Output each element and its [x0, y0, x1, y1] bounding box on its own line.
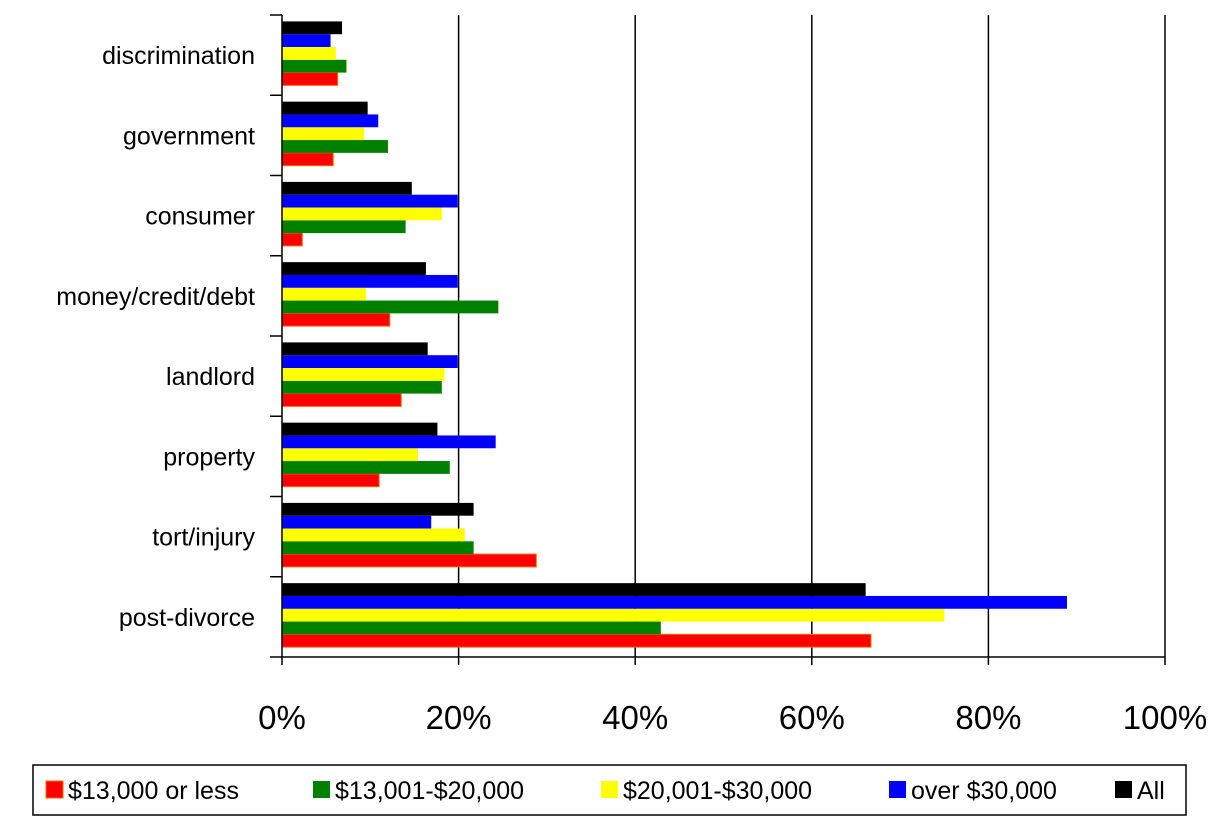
bar [281, 312, 391, 327]
bar [281, 633, 872, 648]
bar [282, 608, 945, 622]
category-label: landlord [166, 363, 255, 391]
bar [282, 515, 432, 529]
legend-swatch [1115, 781, 1132, 798]
bar [282, 595, 1067, 609]
bar [282, 47, 336, 60]
legend-label: $20,001-$30,000 [623, 777, 812, 805]
bar [282, 207, 442, 221]
bar [282, 34, 331, 47]
bar [282, 502, 474, 516]
legend-swatch [313, 781, 330, 798]
bar [281, 72, 339, 86]
legend: $13,000 or less $13,001-$20,000 $20,001-$3… [32, 764, 1187, 816]
bar [282, 181, 412, 195]
category-label: tort/injury [152, 524, 255, 552]
legend-label: $13,000 or less [68, 777, 239, 805]
bar [282, 342, 428, 356]
bar [282, 300, 499, 314]
bar [282, 101, 368, 115]
bar [281, 393, 402, 407]
x-tick-label: 40% [602, 699, 668, 736]
bar [282, 220, 406, 234]
bar [282, 422, 438, 436]
bar [282, 114, 379, 128]
bar [281, 553, 537, 568]
bar [282, 528, 465, 542]
legend-swatch [889, 781, 906, 798]
labels: 0% 20% 40% 60% 80% 100% discrimination governme… [56, 42, 1207, 736]
bar [282, 59, 347, 73]
legend-label: $13,001-$20,000 [335, 777, 524, 805]
bar [282, 21, 343, 35]
category-label: money/credit/debt [56, 283, 255, 311]
bar [282, 140, 388, 153]
bars [281, 21, 1067, 648]
bar [282, 274, 458, 288]
axes [270, 14, 1166, 665]
x-tick-label: 0% [258, 699, 306, 736]
x-tick-label: 100% [1123, 699, 1207, 736]
gridlines [457, 15, 1166, 657]
category-label: post-divorce [119, 604, 255, 632]
category-label: consumer [145, 203, 255, 231]
bar [282, 355, 458, 368]
category-label: government [123, 122, 255, 150]
bar [282, 435, 496, 449]
bar [282, 127, 365, 141]
bar [282, 621, 661, 635]
bar [282, 583, 866, 596]
x-tick-label: 60% [779, 699, 845, 736]
bar [282, 368, 445, 381]
legend-label: over $30,000 [911, 777, 1057, 805]
bar [282, 380, 442, 394]
legend-swatch [601, 781, 618, 798]
bar [282, 262, 426, 275]
legend-label: All [1137, 777, 1165, 805]
bar [281, 152, 334, 167]
bar [281, 473, 380, 488]
category-label: discrimination [102, 42, 255, 70]
bar [282, 541, 474, 555]
bar [282, 287, 366, 301]
bar [282, 448, 418, 462]
x-tick-label: 80% [955, 699, 1021, 736]
bar [282, 461, 450, 474]
legend-swatch [45, 780, 64, 799]
bar [281, 232, 303, 247]
bar [282, 194, 458, 208]
x-tick-label: 20% [426, 699, 492, 736]
category-label: property [163, 443, 255, 471]
